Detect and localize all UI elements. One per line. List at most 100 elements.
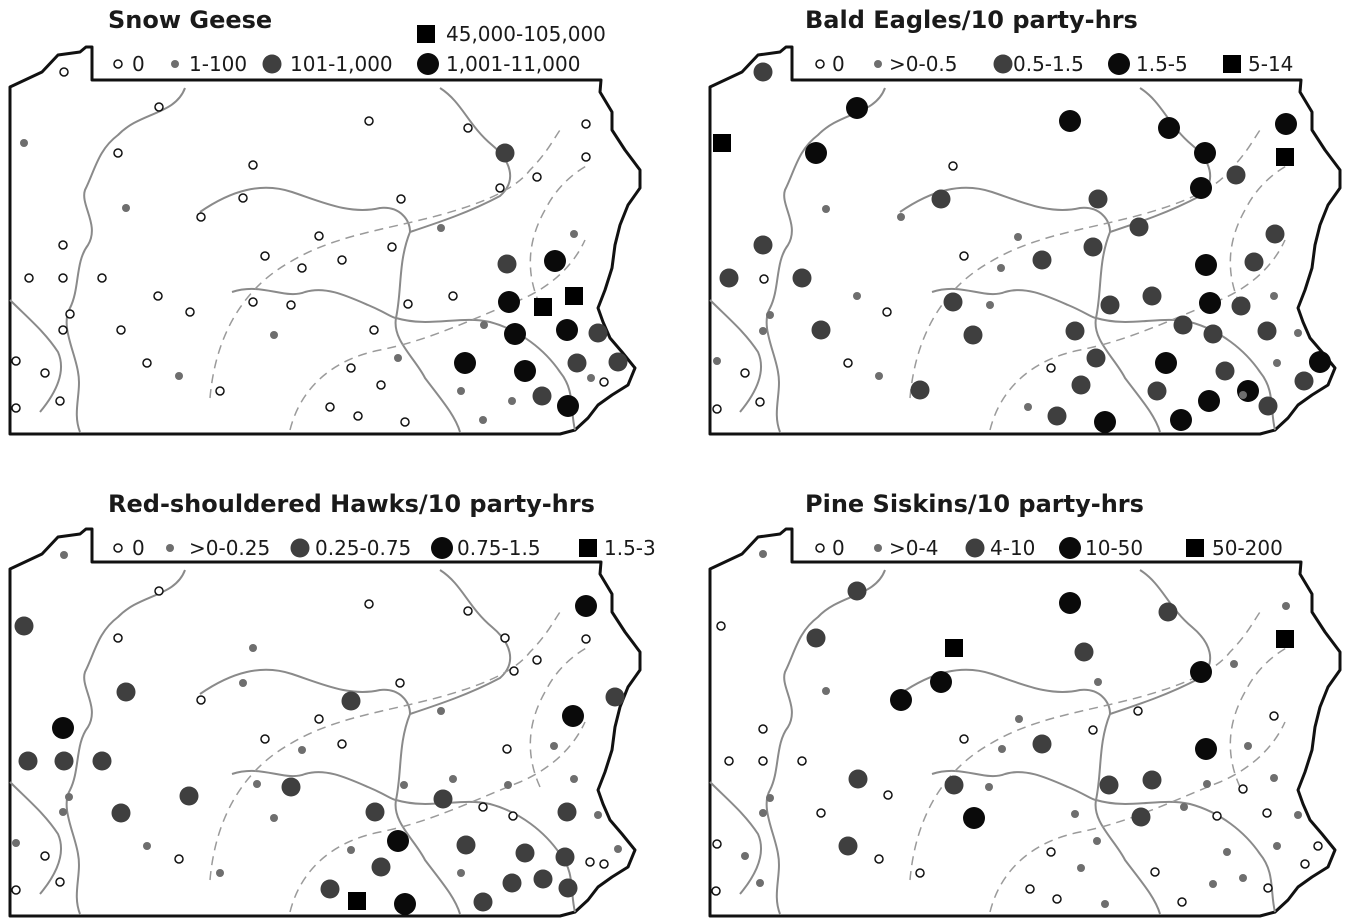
site-medium-circle bbox=[944, 775, 964, 795]
site-small-circle bbox=[1101, 900, 1109, 908]
site-open-circle bbox=[248, 160, 258, 170]
site-open-circle bbox=[40, 851, 50, 861]
site-large-circle bbox=[387, 830, 409, 852]
site-medium-circle bbox=[1231, 296, 1251, 316]
site-small-circle bbox=[1270, 292, 1278, 300]
legend-square-label: 45,000-105,000 bbox=[446, 22, 606, 46]
site-open-circle bbox=[1150, 867, 1160, 877]
legend-medium-label: 4-10 bbox=[990, 536, 1035, 560]
panel-red-shouldered-hawks: Red-shouldered Hawks/10 party-hrs 0 >0-0.… bbox=[8, 490, 656, 918]
legend-square-symbol bbox=[1186, 539, 1204, 557]
site-open-circle bbox=[883, 790, 893, 800]
site-large-circle bbox=[1155, 352, 1177, 374]
legend-small-symbol bbox=[171, 60, 179, 68]
site-open-circle bbox=[882, 307, 892, 317]
site-large-circle bbox=[562, 705, 584, 727]
site-open-circle bbox=[959, 734, 969, 744]
site-medium-circle bbox=[1173, 315, 1193, 335]
site-open-circle bbox=[1269, 711, 1279, 721]
site-open-circle bbox=[58, 325, 68, 335]
map-base bbox=[8, 45, 642, 436]
site-square-marker bbox=[534, 298, 552, 316]
site-small-circle bbox=[759, 327, 767, 335]
site-medium-circle bbox=[1131, 807, 1151, 827]
site-medium-circle bbox=[838, 836, 858, 856]
legend-large-symbol bbox=[1108, 53, 1130, 75]
site-open-circle bbox=[758, 756, 768, 766]
site-small-circle bbox=[480, 321, 488, 329]
site-small-circle bbox=[741, 852, 749, 860]
site-small-circle bbox=[270, 814, 278, 822]
panel-title: Red-shouldered Hawks/10 party-hrs bbox=[108, 490, 595, 518]
site-medium-circle bbox=[557, 802, 577, 822]
legend-small-label: >0-0.25 bbox=[189, 536, 270, 560]
site-medium-circle bbox=[365, 802, 385, 822]
site-small-circle bbox=[1244, 742, 1252, 750]
site-open-circle bbox=[364, 116, 374, 126]
site-medium-circle bbox=[1265, 224, 1285, 244]
site-small-circle bbox=[216, 869, 224, 877]
site-open-circle bbox=[711, 886, 721, 896]
legend-open-symbol bbox=[815, 59, 825, 69]
site-open-circle bbox=[1088, 725, 1098, 735]
site-medium-circle bbox=[495, 143, 515, 163]
site-medium-circle bbox=[433, 789, 453, 809]
site-medium-circle bbox=[1258, 396, 1278, 416]
site-small-circle bbox=[1270, 774, 1278, 782]
legend-large-label: 0.75-1.5 bbox=[457, 536, 541, 560]
legend-small-symbol bbox=[874, 60, 882, 68]
site-medium-circle bbox=[1142, 286, 1162, 306]
site-open-circle bbox=[495, 183, 505, 193]
legend-square-label: 50-200 bbox=[1212, 536, 1283, 560]
site-open-circle bbox=[1263, 883, 1273, 893]
legend-large-label: 1,001-11,000 bbox=[446, 52, 580, 76]
site-open-circle bbox=[248, 297, 258, 307]
survey-sites bbox=[712, 62, 1331, 433]
panel-bald-eagles: Bald Eagles/10 party-hrs 0 >0-0.5 0.5-1.5 1… bbox=[708, 6, 1342, 436]
site-large-circle bbox=[1195, 254, 1217, 276]
site-medium-circle bbox=[1100, 295, 1120, 315]
site-small-circle bbox=[875, 372, 883, 380]
site-medium-circle bbox=[456, 835, 476, 855]
site-medium-circle bbox=[54, 751, 74, 771]
site-medium-circle bbox=[179, 786, 199, 806]
site-open-circle bbox=[959, 251, 969, 261]
site-open-circle bbox=[196, 695, 206, 705]
site-small-circle bbox=[12, 839, 20, 847]
site-open-circle bbox=[797, 756, 807, 766]
site-open-circle bbox=[260, 251, 270, 261]
site-open-circle bbox=[1212, 811, 1222, 821]
site-medium-circle bbox=[1142, 770, 1162, 790]
site-open-circle bbox=[387, 242, 397, 252]
site-small-circle bbox=[822, 205, 830, 213]
site-small-circle bbox=[1077, 864, 1085, 872]
site-open-circle bbox=[500, 633, 510, 643]
site-medium-circle bbox=[558, 878, 578, 898]
site-large-circle bbox=[514, 360, 536, 382]
site-medium-circle bbox=[847, 581, 867, 601]
site-large-circle bbox=[544, 250, 566, 272]
site-medium-circle bbox=[1065, 321, 1085, 341]
site-medium-circle bbox=[1099, 775, 1119, 795]
site-medium-circle bbox=[1215, 361, 1235, 381]
site-large-circle bbox=[556, 319, 578, 341]
legend: 0 >0-0.25 0.25-0.75 0.75-1.5 1.5-3 bbox=[113, 536, 656, 560]
site-open-circle bbox=[758, 724, 768, 734]
site-open-circle bbox=[185, 307, 195, 317]
map-base bbox=[708, 45, 1342, 436]
site-open-circle bbox=[174, 854, 184, 864]
site-open-circle bbox=[154, 102, 164, 112]
site-open-circle bbox=[874, 854, 884, 864]
legend-medium-symbol bbox=[965, 538, 985, 558]
legend-small-label: 1-100 bbox=[189, 52, 247, 76]
site-small-circle bbox=[457, 387, 465, 395]
site-medium-circle bbox=[515, 843, 535, 863]
site-open-circle bbox=[337, 739, 347, 749]
site-medium-circle bbox=[371, 857, 391, 877]
site-open-circle bbox=[716, 621, 726, 631]
site-open-circle bbox=[712, 839, 722, 849]
site-small-circle bbox=[1273, 842, 1281, 850]
site-small-circle bbox=[347, 846, 355, 854]
site-open-circle bbox=[1313, 841, 1323, 851]
site-small-circle bbox=[270, 331, 278, 339]
